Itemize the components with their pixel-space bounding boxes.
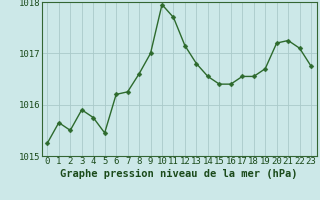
X-axis label: Graphe pression niveau de la mer (hPa): Graphe pression niveau de la mer (hPa) [60,169,298,179]
